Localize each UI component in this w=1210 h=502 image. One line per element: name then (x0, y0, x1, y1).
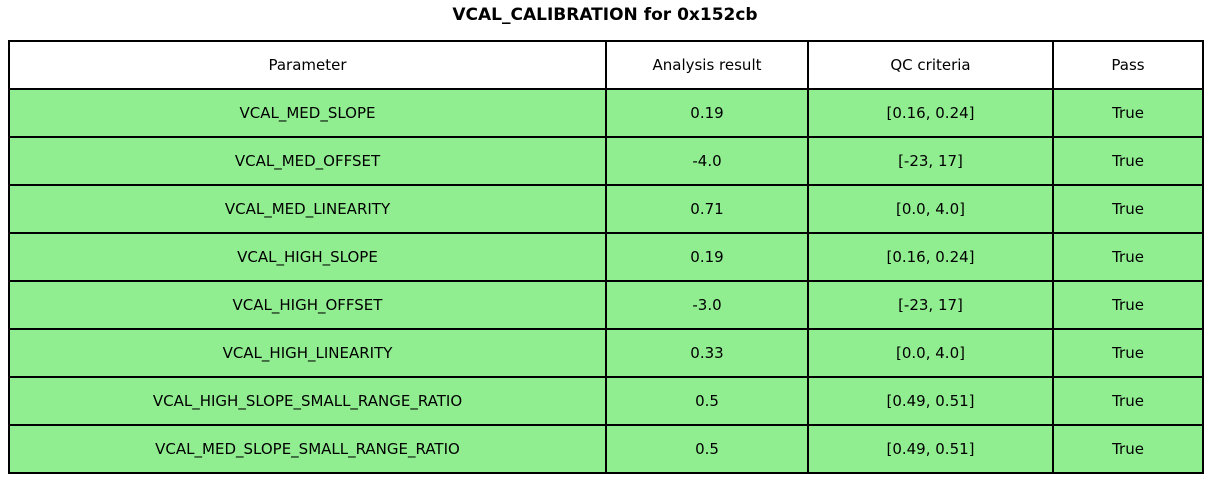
pass-cell: True (1052, 232, 1204, 282)
pass-cell: True (1052, 88, 1204, 138)
pass-cell: True (1052, 184, 1204, 234)
parameter-cell: VCAL_HIGH_OFFSET (8, 280, 607, 330)
column-header-analysis-result: Analysis result (605, 40, 809, 90)
pass-cell: True (1052, 424, 1204, 474)
column-header-parameter: Parameter (8, 40, 607, 90)
table-row: VCAL_HIGH_LINEARITY 0.33 [0.0, 4.0] True (8, 328, 1204, 378)
qc-criteria-cell: [0.49, 0.51] (807, 424, 1054, 474)
table-row: VCAL_HIGH_SLOPE 0.19 [0.16, 0.24] True (8, 232, 1204, 282)
analysis-result-cell: -4.0 (605, 136, 809, 186)
analysis-result-cell: 0.71 (605, 184, 809, 234)
analysis-result-cell: 0.19 (605, 88, 809, 138)
qc-criteria-cell: [-23, 17] (807, 136, 1054, 186)
qc-criteria-cell: [0.49, 0.51] (807, 376, 1054, 426)
pass-cell: True (1052, 328, 1204, 378)
column-header-pass: Pass (1052, 40, 1204, 90)
analysis-result-cell: -3.0 (605, 280, 809, 330)
parameter-cell: VCAL_MED_SLOPE_SMALL_RANGE_RATIO (8, 424, 607, 474)
pass-cell: True (1052, 280, 1204, 330)
qc-criteria-cell: [0.16, 0.24] (807, 232, 1054, 282)
table-row: VCAL_MED_SLOPE 0.19 [0.16, 0.24] True (8, 88, 1204, 138)
table-row: VCAL_HIGH_OFFSET -3.0 [-23, 17] True (8, 280, 1204, 330)
table-row: VCAL_HIGH_SLOPE_SMALL_RANGE_RATIO 0.5 [0… (8, 376, 1204, 426)
table-row: VCAL_MED_SLOPE_SMALL_RANGE_RATIO 0.5 [0.… (8, 424, 1204, 474)
table-row: VCAL_MED_LINEARITY 0.71 [0.0, 4.0] True (8, 184, 1204, 234)
pass-cell: True (1052, 136, 1204, 186)
analysis-result-cell: 0.5 (605, 424, 809, 474)
qc-criteria-cell: [-23, 17] (807, 280, 1054, 330)
parameter-cell: VCAL_HIGH_SLOPE_SMALL_RANGE_RATIO (8, 376, 607, 426)
parameter-cell: VCAL_MED_OFFSET (8, 136, 607, 186)
qc-criteria-cell: [0.0, 4.0] (807, 184, 1054, 234)
pass-cell: True (1052, 376, 1204, 426)
table-header-row: Parameter Analysis result QC criteria Pa… (8, 40, 1204, 90)
table-row: VCAL_MED_OFFSET -4.0 [-23, 17] True (8, 136, 1204, 186)
parameter-cell: VCAL_MED_LINEARITY (8, 184, 607, 234)
qc-criteria-cell: [0.0, 4.0] (807, 328, 1054, 378)
parameter-cell: VCAL_HIGH_LINEARITY (8, 328, 607, 378)
parameter-cell: VCAL_MED_SLOPE (8, 88, 607, 138)
column-header-qc-criteria: QC criteria (807, 40, 1054, 90)
qc-criteria-cell: [0.16, 0.24] (807, 88, 1054, 138)
analysis-result-cell: 0.19 (605, 232, 809, 282)
analysis-result-cell: 0.5 (605, 376, 809, 426)
figure-title: VCAL_CALIBRATION for 0x152cb (452, 5, 758, 25)
parameter-cell: VCAL_HIGH_SLOPE (8, 232, 607, 282)
qc-results-table: Parameter Analysis result QC criteria Pa… (8, 40, 1204, 474)
analysis-result-cell: 0.33 (605, 328, 809, 378)
